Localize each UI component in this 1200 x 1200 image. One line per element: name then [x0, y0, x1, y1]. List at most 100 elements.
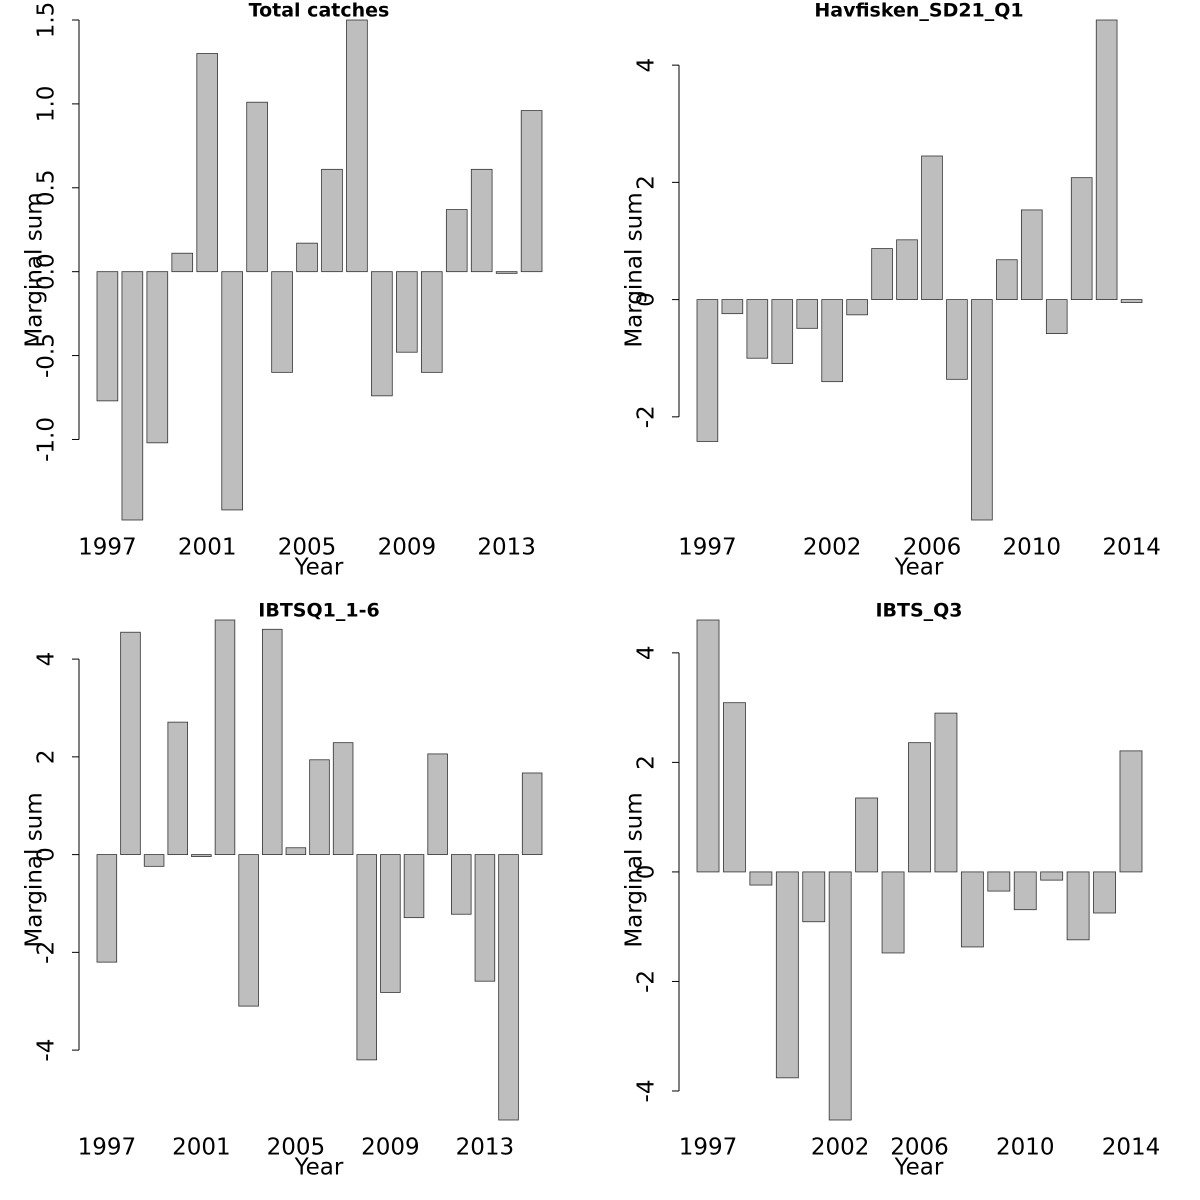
bar: [1013, 871, 1037, 911]
bar: [721, 299, 744, 315]
bar: [1066, 871, 1090, 941]
x-axis-label: Year: [294, 555, 344, 581]
bar: [771, 299, 794, 364]
bar: [1045, 299, 1068, 334]
y-tick-label: 2: [634, 175, 660, 190]
y-tick-label: 4: [634, 58, 660, 73]
y-tick-label: 2: [34, 750, 60, 765]
y-tick-label: 0: [34, 847, 60, 862]
bar: [451, 854, 472, 915]
x-tick-label: 1997: [678, 535, 737, 561]
chart-title: Havfisken_SD21_Q1: [814, 0, 1023, 22]
bar: [846, 299, 868, 316]
bar: [746, 299, 769, 359]
x-tick-label: 2013: [456, 1135, 515, 1161]
y-tick-label: 0.0: [34, 253, 60, 290]
y-tick-label: -4: [34, 1039, 60, 1062]
bar: [871, 248, 893, 301]
bar: [1093, 871, 1116, 914]
y-axis-label: Marginal sum: [622, 192, 648, 347]
y-tick-label: -2: [34, 941, 60, 964]
bar: [749, 871, 773, 886]
x-tick-label: 1997: [78, 535, 137, 561]
bar: [396, 271, 418, 353]
bar: [96, 271, 119, 402]
bar: [987, 871, 1011, 892]
y-tick-label: 0: [634, 865, 660, 880]
bar: [146, 271, 169, 444]
bar: [171, 252, 194, 273]
bar: [521, 772, 543, 856]
bar: [356, 854, 378, 1061]
bar: [881, 871, 905, 954]
bar: [474, 854, 496, 982]
bar: [1119, 750, 1143, 873]
y-tick-label: 4: [34, 652, 60, 667]
bar: [332, 742, 354, 856]
y-tick-label: -0.5: [34, 333, 60, 378]
y-tick-label: 4: [634, 646, 660, 661]
y-tick-label: 2: [634, 755, 660, 770]
bar: [371, 271, 393, 397]
x-tick-label: 2009: [361, 1135, 420, 1161]
bar: [296, 242, 318, 273]
bar: [470, 168, 493, 273]
bar: [261, 628, 283, 856]
y-tick-label: -1.0: [34, 417, 60, 462]
bar: [238, 854, 259, 1007]
bar: [855, 797, 879, 873]
bar: [427, 753, 448, 856]
bar: [821, 299, 843, 383]
bar: [121, 271, 144, 521]
bar: [271, 271, 293, 373]
bar: [775, 871, 799, 1079]
bar: [921, 155, 943, 301]
bar: [196, 53, 219, 273]
x-tick-label: 1997: [679, 1135, 738, 1161]
x-tick-label: 2010: [996, 1135, 1055, 1161]
x-axis-label: Year: [294, 1155, 344, 1181]
bar: [143, 854, 165, 867]
y-tick-label: -2: [634, 405, 660, 428]
bar: [96, 854, 118, 963]
bar: [191, 854, 212, 857]
bar: [221, 271, 243, 511]
bar: [696, 299, 719, 442]
bar: [960, 871, 984, 948]
x-tick-label: 2014: [1102, 1135, 1161, 1161]
x-tick-label: 2010: [1003, 535, 1062, 561]
bar: [896, 239, 918, 301]
y-axis-label: Marginal sum: [622, 792, 648, 947]
bar: [1070, 177, 1093, 301]
x-tick-label: 2013: [477, 535, 536, 561]
y-tick-label: 1.5: [34, 2, 60, 39]
bar: [723, 702, 746, 873]
x-tick-label: 2001: [172, 1135, 231, 1161]
bar: [934, 712, 958, 873]
bar: [246, 101, 268, 273]
chart-title: IBTS_Q3: [875, 600, 962, 622]
x-tick-label: 2002: [811, 1135, 870, 1161]
bar: [946, 299, 968, 380]
x-tick-label: 2006: [903, 535, 962, 561]
bar: [908, 742, 931, 873]
x-tick-label: 2014: [1102, 535, 1161, 561]
y-tick-label: -2: [634, 970, 660, 993]
bar: [403, 854, 425, 919]
bar: [1020, 209, 1043, 301]
bar: [380, 854, 401, 993]
x-axis-label: Year: [894, 1155, 944, 1181]
x-tick-label: 2005: [267, 1135, 326, 1161]
x-tick-label: 1997: [78, 1135, 137, 1161]
x-tick-label: 2002: [803, 535, 862, 561]
bar: [420, 271, 443, 373]
y-tick-label: 0: [634, 292, 660, 307]
x-tick-label: 2005: [278, 535, 337, 561]
bar: [802, 871, 826, 923]
chart-title: IBTSQ1_1-6: [258, 600, 379, 622]
x-tick-label: 2006: [890, 1135, 949, 1161]
bar: [120, 631, 141, 856]
y-tick-label: 1.0: [34, 86, 60, 123]
bar: [520, 110, 543, 273]
